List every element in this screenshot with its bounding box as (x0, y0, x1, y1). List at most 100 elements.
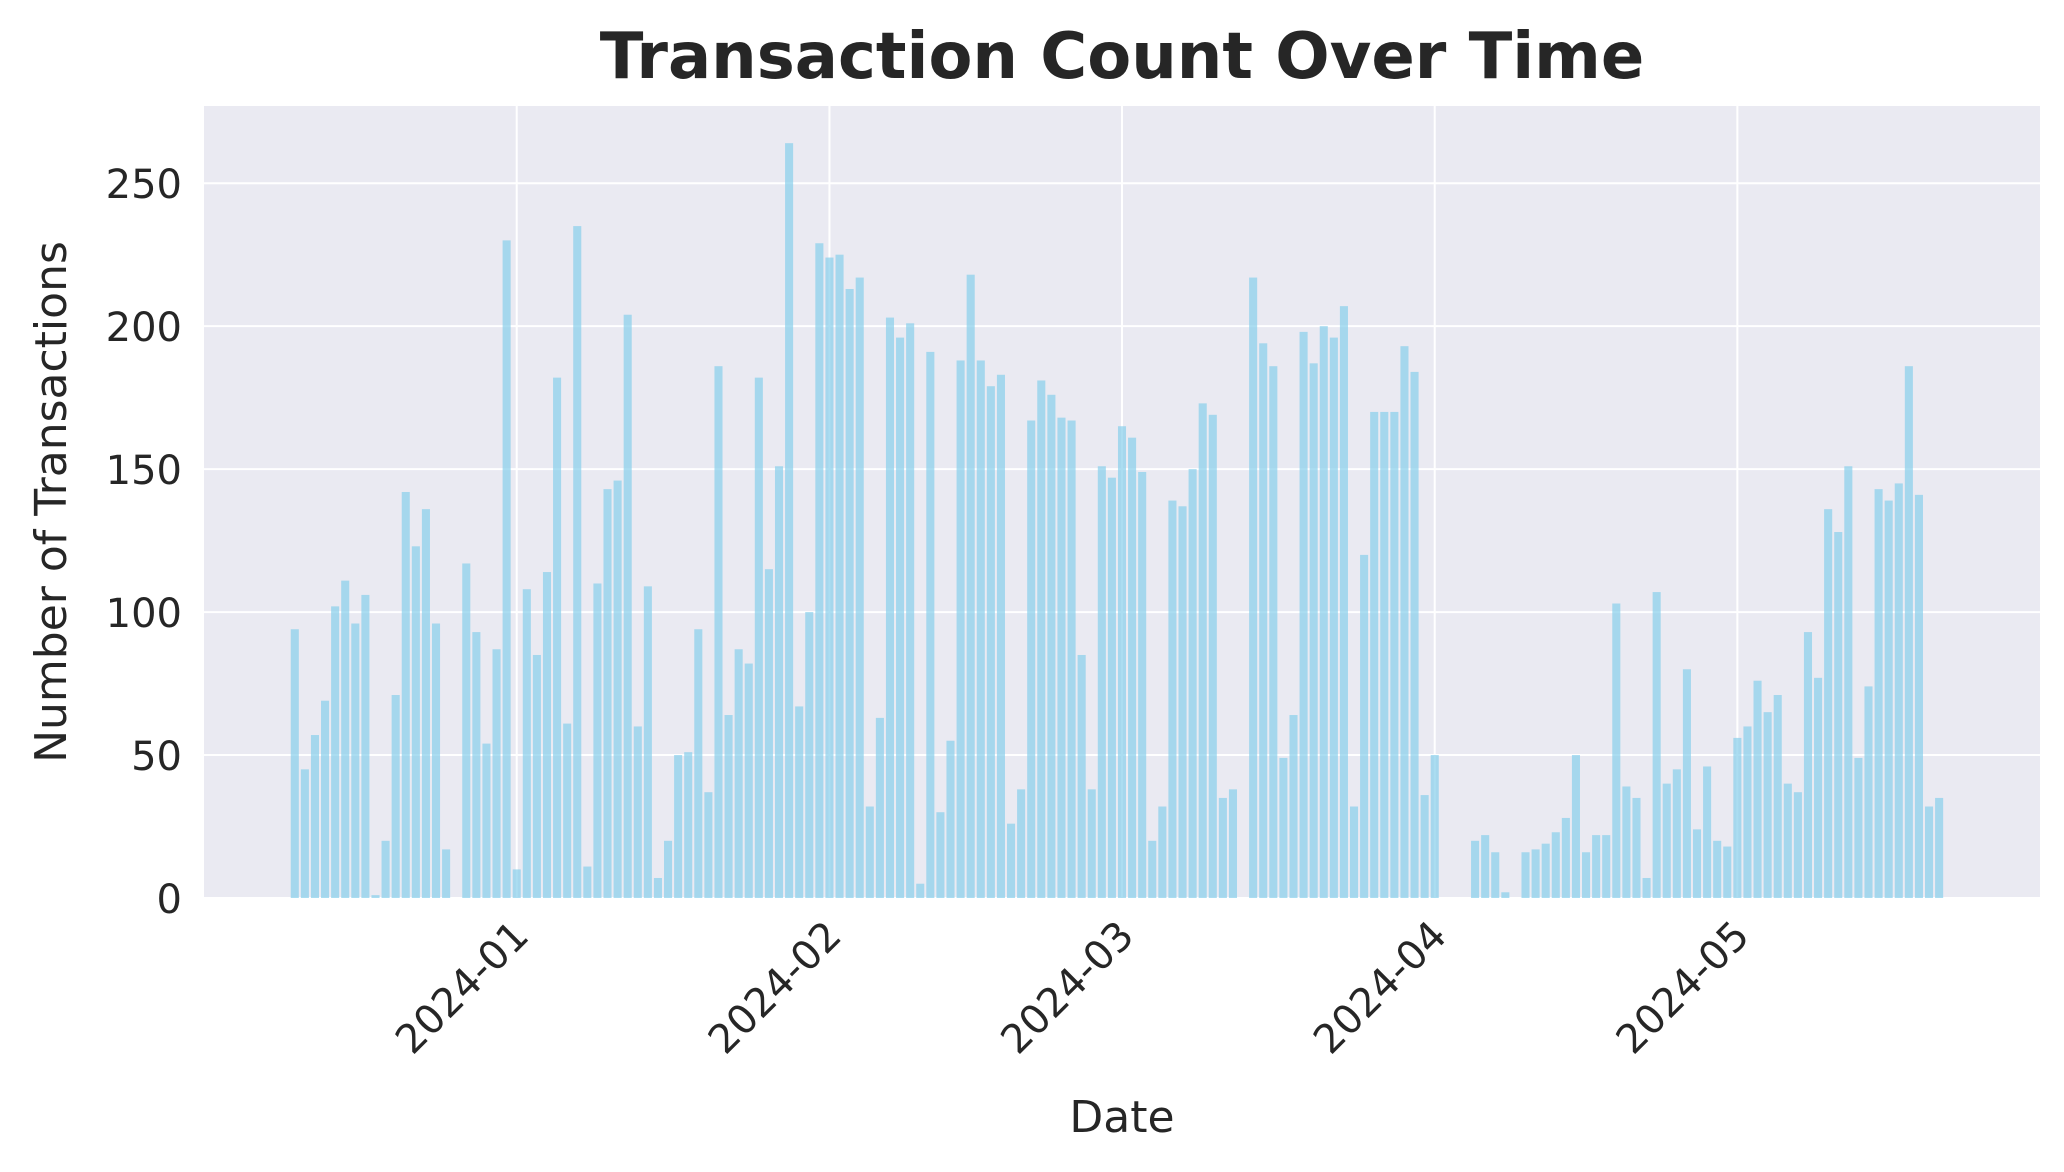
bar (1481, 835, 1490, 898)
bar (371, 895, 380, 898)
bar (512, 869, 521, 898)
bar (704, 792, 713, 898)
bar (401, 491, 410, 898)
bar (1087, 789, 1096, 898)
bar (845, 288, 854, 899)
bar (714, 366, 723, 898)
bar (936, 812, 945, 898)
bar (734, 649, 743, 898)
bar (825, 257, 834, 898)
bar (1289, 715, 1298, 898)
bar (896, 337, 905, 898)
bar (1158, 806, 1167, 898)
bar (300, 769, 309, 898)
x-tick-labels: 2024-01 2024-02 2024-03 2024-04 2024-05 (387, 913, 1758, 1064)
bar (522, 589, 531, 898)
x-tick-label: 2024-02 (700, 913, 851, 1064)
bar (774, 466, 784, 898)
bar (1571, 755, 1580, 898)
bar (1360, 554, 1369, 898)
bar (1117, 426, 1127, 898)
bar (643, 586, 652, 898)
bar (1864, 686, 1873, 898)
bar (1168, 500, 1177, 898)
bars-layer (290, 143, 1944, 899)
bar (1551, 832, 1560, 898)
bar (956, 360, 965, 898)
bar (1803, 632, 1813, 898)
bar (1914, 494, 1923, 898)
bar (1783, 783, 1792, 898)
bar (684, 752, 693, 898)
y-tick-label: 150 (106, 448, 182, 494)
bar (310, 735, 320, 898)
bar (1249, 277, 1258, 898)
bar (361, 594, 370, 898)
bar (1138, 471, 1147, 898)
bar (1541, 843, 1550, 898)
bar (1329, 337, 1338, 898)
bar (664, 840, 673, 898)
bar (472, 632, 481, 898)
bar (1834, 532, 1843, 898)
bar (805, 612, 814, 898)
x-tick-label: 2024-04 (1305, 913, 1456, 1064)
bar (1410, 371, 1419, 898)
bar (593, 583, 602, 898)
bar (1814, 677, 1823, 898)
bar (724, 715, 733, 898)
bar (583, 866, 592, 898)
bar (1017, 789, 1026, 898)
bar (1208, 414, 1217, 898)
bar (1561, 817, 1570, 898)
bar (1935, 797, 1944, 898)
y-tick-label: 250 (106, 162, 182, 208)
bar (613, 480, 622, 898)
bar (1390, 411, 1399, 898)
bar (1259, 343, 1268, 898)
bar (331, 606, 340, 898)
bar (1178, 506, 1187, 898)
bar (431, 623, 441, 898)
y-tick-labels: 0 50 100 150 200 250 (106, 162, 182, 923)
bar (633, 726, 642, 898)
bar (674, 755, 683, 898)
bar (1027, 420, 1036, 898)
bar (1097, 466, 1106, 898)
bar (1349, 806, 1359, 898)
bar (1309, 363, 1318, 899)
bar (926, 351, 935, 898)
bar (411, 546, 420, 898)
y-tick-label: 100 (106, 591, 182, 637)
bar (341, 580, 350, 898)
bar (1612, 603, 1621, 898)
bar (1854, 757, 1863, 898)
bar (603, 489, 612, 898)
bar (1501, 892, 1510, 898)
bar (1652, 592, 1661, 898)
bar (865, 806, 874, 898)
bar (1763, 712, 1772, 898)
bar (916, 883, 925, 898)
bar (946, 740, 955, 898)
bar (1723, 846, 1732, 898)
bar (1128, 437, 1137, 898)
bar (1874, 489, 1883, 898)
bar (391, 694, 400, 898)
bar (1077, 654, 1086, 898)
bar (1037, 380, 1046, 898)
x-tick-label: 2024-03 (992, 913, 1143, 1064)
bar (653, 877, 662, 898)
bar (1107, 477, 1116, 898)
bar (482, 743, 491, 898)
bar (1602, 835, 1611, 898)
bar (1531, 849, 1540, 898)
bar (623, 314, 632, 898)
bar (1824, 509, 1833, 898)
bar (1622, 786, 1631, 898)
bar (1592, 835, 1601, 898)
bar (1793, 792, 1802, 898)
bar (744, 663, 753, 898)
bar (885, 317, 895, 898)
